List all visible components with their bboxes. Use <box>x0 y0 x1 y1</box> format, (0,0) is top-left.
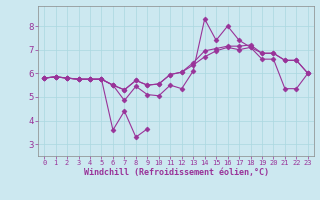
X-axis label: Windchill (Refroidissement éolien,°C): Windchill (Refroidissement éolien,°C) <box>84 168 268 177</box>
